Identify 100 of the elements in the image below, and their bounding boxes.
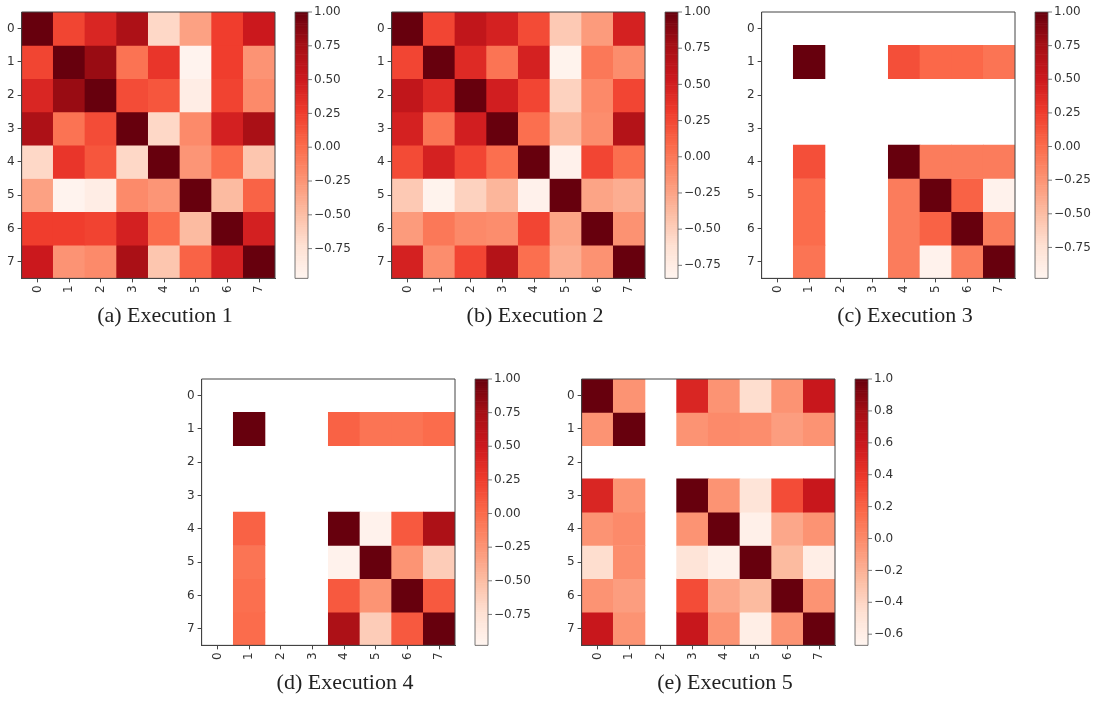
y-tick-label: 2 bbox=[746, 87, 755, 102]
x-tick-label: 2 bbox=[272, 652, 287, 661]
text: (b) Execution 2 bbox=[465, 302, 605, 328]
x-tick-label: 4 bbox=[336, 652, 351, 661]
color-bar-label: −0.50 bbox=[314, 206, 351, 221]
x-tick-label: 2 bbox=[92, 285, 107, 294]
x-tick-label: 2 bbox=[832, 285, 847, 294]
x-tick-label: 4 bbox=[156, 285, 171, 294]
x-tick-label: 4 bbox=[526, 285, 541, 294]
x-tick-label: 3 bbox=[124, 285, 139, 294]
y-tick-label: 7 bbox=[186, 620, 195, 635]
y-tick-label: 1 bbox=[376, 54, 385, 69]
color-bar-label: −0.75 bbox=[684, 257, 721, 272]
color-bar-label: 0.4 bbox=[874, 466, 894, 481]
x-tick-label: 2 bbox=[462, 285, 477, 294]
y-tick-label: 2 bbox=[376, 87, 385, 102]
color-bar-label: −0.6 bbox=[874, 626, 904, 641]
y-tick-label: 0 bbox=[746, 20, 755, 35]
color-bar-label: 0.50 bbox=[1054, 71, 1081, 86]
y-tick-label: 5 bbox=[6, 187, 15, 202]
y-tick-label: 6 bbox=[566, 587, 575, 602]
color-bar-label: 0.6 bbox=[874, 434, 894, 449]
color-bar-label: 0.25 bbox=[494, 472, 521, 487]
color-bar-label: −0.25 bbox=[314, 173, 351, 188]
x-tick-label: 1 bbox=[61, 285, 76, 294]
y-tick-label: 4 bbox=[186, 520, 195, 535]
y-tick-label: 7 bbox=[746, 253, 755, 268]
y-tick-label: 1 bbox=[6, 54, 15, 69]
x-tick-label: 7 bbox=[621, 285, 636, 294]
x-tick-label: 1 bbox=[241, 652, 256, 661]
text: (c) Execution 3 bbox=[836, 302, 974, 328]
x-tick-label: 7 bbox=[991, 285, 1006, 294]
x-tick-label: 4 bbox=[896, 285, 911, 294]
y-tick-label: 5 bbox=[746, 187, 755, 202]
color-bar-label: 1.00 bbox=[1054, 4, 1081, 19]
text: (d) Execution 4 bbox=[275, 669, 415, 695]
y-tick-label: 7 bbox=[376, 253, 385, 268]
color-bar-label: −0.25 bbox=[684, 185, 721, 200]
color-bar-label: −0.2 bbox=[874, 562, 904, 577]
x-tick-label: 1 bbox=[431, 285, 446, 294]
color-bar-label: −0.75 bbox=[314, 240, 351, 255]
color-bar-label: 0.00 bbox=[1054, 138, 1081, 153]
x-tick-label: 6 bbox=[779, 652, 794, 661]
y-tick-label: 0 bbox=[6, 20, 15, 35]
x-tick-label: 3 bbox=[684, 652, 699, 661]
x-tick-label: 6 bbox=[219, 285, 234, 294]
x-tick-label: 4 bbox=[716, 652, 731, 661]
y-tick-label: 4 bbox=[566, 520, 575, 535]
color-bar-label: −0.50 bbox=[494, 572, 531, 587]
y-tick-label: 1 bbox=[186, 421, 195, 436]
color-bar-label: 0.8 bbox=[874, 403, 894, 418]
y-tick-label: 7 bbox=[6, 253, 15, 268]
y-tick-label: 0 bbox=[186, 387, 195, 402]
x-tick-label: 7 bbox=[251, 285, 266, 294]
color-bar-label: 0.0 bbox=[874, 530, 894, 545]
color-bar-label: 0.25 bbox=[684, 112, 711, 127]
color-bar-label: −0.25 bbox=[1054, 172, 1091, 187]
x-tick-label: 3 bbox=[864, 285, 879, 294]
color-bar-label: 0.75 bbox=[684, 40, 711, 55]
x-tick-label: 0 bbox=[209, 652, 224, 661]
y-tick-label: 6 bbox=[6, 220, 15, 235]
y-tick-label: 7 bbox=[566, 620, 575, 635]
x-tick-label: 0 bbox=[589, 652, 604, 661]
color-bar-label: 0.00 bbox=[494, 505, 521, 520]
x-tick-label: 3 bbox=[494, 285, 509, 294]
y-tick-label: 1 bbox=[746, 54, 755, 69]
color-bar-label: 0.75 bbox=[494, 404, 521, 419]
x-tick-label: 7 bbox=[431, 652, 446, 661]
x-tick-label: 0 bbox=[399, 285, 414, 294]
color-bar-label: 1.0 bbox=[874, 371, 894, 386]
color-bar-label: 0.50 bbox=[314, 71, 341, 86]
y-tick-label: 1 bbox=[566, 421, 575, 436]
y-tick-label: 5 bbox=[566, 554, 575, 569]
y-tick-label: 6 bbox=[376, 220, 385, 235]
x-tick-label: 0 bbox=[29, 285, 44, 294]
x-tick-label: 1 bbox=[621, 652, 636, 661]
y-tick-label: 5 bbox=[376, 187, 385, 202]
y-tick-label: 4 bbox=[376, 153, 385, 168]
x-tick-label: 1 bbox=[801, 285, 816, 294]
color-bar-label: 0.75 bbox=[1054, 37, 1081, 52]
x-tick-label: 6 bbox=[399, 652, 414, 661]
y-tick-label: 4 bbox=[6, 153, 15, 168]
y-tick-label: 6 bbox=[186, 587, 195, 602]
y-tick-label: 0 bbox=[566, 387, 575, 402]
color-bar-label: 0.75 bbox=[314, 37, 341, 52]
color-bar-label: 1.00 bbox=[314, 4, 341, 19]
x-tick-label: 6 bbox=[959, 285, 974, 294]
y-tick-label: 5 bbox=[186, 554, 195, 569]
y-tick-label: 3 bbox=[566, 487, 575, 502]
color-bar-label: 1.00 bbox=[494, 371, 521, 386]
color-bar-label: 0.25 bbox=[314, 105, 341, 120]
color-bar-label: −0.25 bbox=[494, 539, 531, 554]
color-bar-label: −0.50 bbox=[1054, 205, 1091, 220]
color-bar-label: −0.75 bbox=[1054, 239, 1091, 254]
color-bar-label: 0.00 bbox=[684, 148, 711, 163]
color-bar-label: −0.4 bbox=[874, 594, 904, 609]
color-bar-label: −0.75 bbox=[494, 606, 531, 621]
y-tick-label: 3 bbox=[376, 120, 385, 135]
y-tick-label: 2 bbox=[186, 454, 195, 469]
x-tick-label: 0 bbox=[769, 285, 784, 294]
